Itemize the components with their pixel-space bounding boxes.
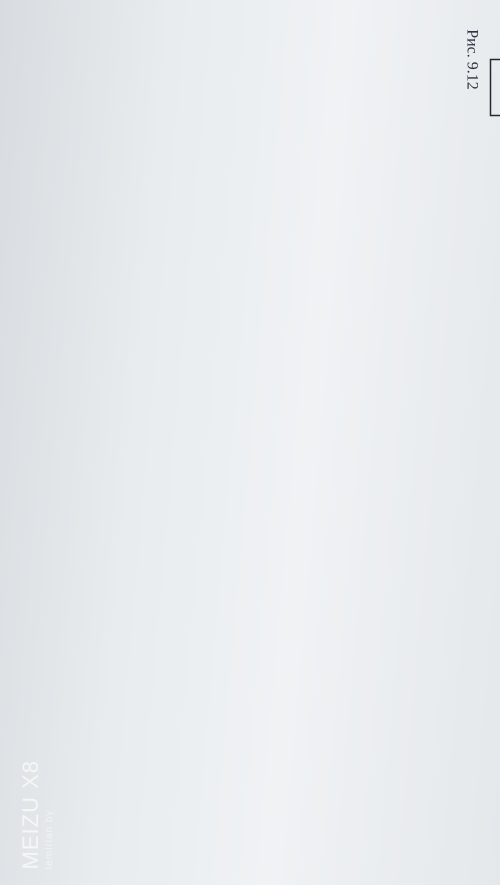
watermark-sub: temirlan by [44, 760, 55, 869]
caption-9-12: Рис. 9.12 [463, 29, 481, 90]
net-svg [489, 0, 500, 174]
device-watermark: MEIZU X8 temirlan by [18, 760, 55, 869]
figure-net: Рис. 9.12 [463, 0, 500, 174]
watermark-brand: MEIZU X8 [18, 760, 44, 869]
